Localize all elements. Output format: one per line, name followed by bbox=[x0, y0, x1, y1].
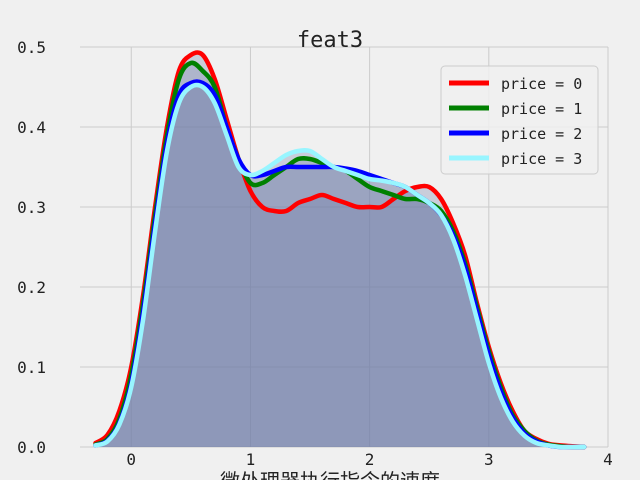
legend-label: price = 1 bbox=[501, 100, 582, 118]
density-area-2 bbox=[95, 81, 585, 448]
y-tick-label: 0.0 bbox=[17, 438, 46, 457]
chart-title: feat3 bbox=[297, 28, 363, 53]
tick-labels: 0 1 2 3 4 0.0 0.1 0.2 0.3 0.4 0.5 bbox=[17, 38, 613, 469]
x-tick-label: 4 bbox=[603, 450, 613, 469]
x-axis-label: 微处理器执行指令的速度 bbox=[220, 469, 440, 480]
y-tick-label: 0.3 bbox=[17, 198, 46, 217]
legend-label: price = 3 bbox=[501, 150, 582, 168]
x-tick-label: 3 bbox=[484, 450, 494, 469]
legend-label: price = 0 bbox=[501, 75, 582, 93]
y-tick-label: 0.4 bbox=[17, 118, 46, 137]
y-tick-label: 0.5 bbox=[17, 38, 46, 57]
density-area-1 bbox=[95, 62, 585, 448]
legend-box bbox=[440, 65, 599, 175]
y-tick-label: 0.2 bbox=[17, 278, 46, 297]
legend-label: price = 2 bbox=[501, 125, 582, 143]
y-tick-label: 0.1 bbox=[17, 358, 46, 377]
x-tick-label: 1 bbox=[246, 450, 256, 469]
density-area-3 bbox=[95, 84, 585, 448]
legend: price = 0 price = 1 price = 2 price = 3 bbox=[440, 65, 599, 175]
density-area-0 bbox=[95, 52, 585, 447]
x-tick-label: 0 bbox=[126, 450, 136, 469]
density-line-3 bbox=[93, 82, 587, 450]
x-tick-label: 2 bbox=[365, 450, 375, 469]
density-lines bbox=[93, 50, 587, 450]
density-fills bbox=[95, 52, 585, 448]
